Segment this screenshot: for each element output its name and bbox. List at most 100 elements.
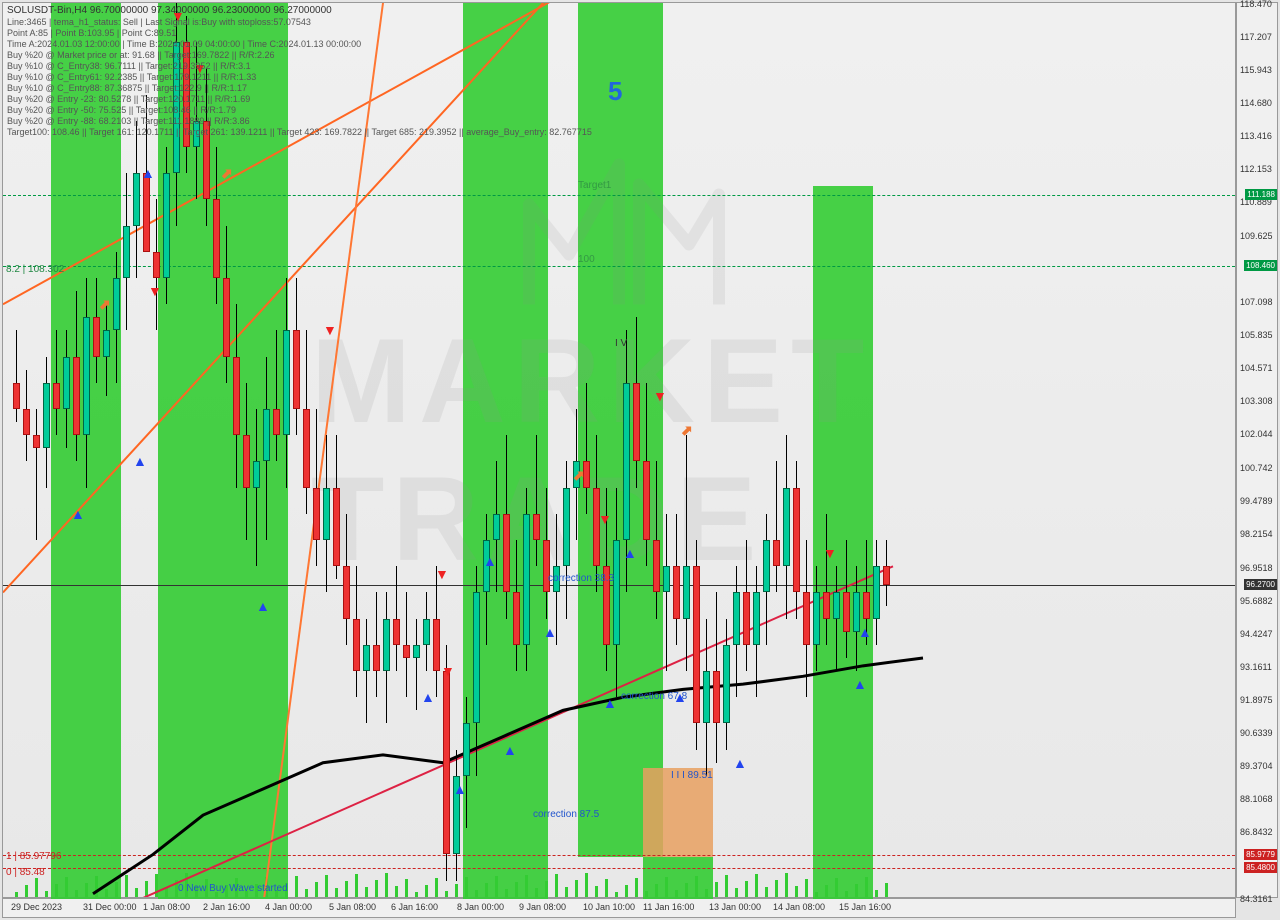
y-tick: 91.8975 xyxy=(1240,695,1273,705)
info-line: Time A:2024.01.03 12:00:00 | Time B:2024… xyxy=(7,39,361,49)
chart-annotation: correction 67.8 xyxy=(621,691,687,702)
horizontal-line xyxy=(3,266,1235,267)
candle-body xyxy=(403,645,410,658)
signal-arrow-icon: ▲ xyxy=(603,695,617,711)
chart-area[interactable]: MARKET TRADE ▲⬈▲▲▼▼▼⬈▲▼▲▼▼▲▲▲▲⬈▼▲▲▼⬈▲▲▼▲… xyxy=(2,2,1236,898)
x-tick: 5 Jan 08:00 xyxy=(329,902,376,912)
info-line: Buy %10 @ C_Entry61: 92.2385 || Target:1… xyxy=(7,72,256,82)
candle-body xyxy=(153,252,160,278)
volume-bar xyxy=(675,890,678,897)
y-tick: 95.6882 xyxy=(1240,596,1273,606)
y-tick: 89.3704 xyxy=(1240,761,1273,771)
candle-body xyxy=(743,592,750,644)
signal-arrow-icon: ▲ xyxy=(543,624,557,640)
volume-bar xyxy=(785,873,788,897)
candle-wick xyxy=(666,514,667,671)
x-tick: 1 Jan 08:00 xyxy=(143,902,190,912)
signal-arrow-icon: ▲ xyxy=(71,506,85,522)
volume-bar xyxy=(145,881,148,897)
price-badge: 85.4800 xyxy=(1244,862,1277,873)
volume-bar xyxy=(115,882,118,897)
candle-body xyxy=(803,592,810,644)
candle-body xyxy=(473,592,480,723)
volume-bar xyxy=(535,888,538,897)
candle-body xyxy=(703,671,710,723)
chart-annotation: I V xyxy=(615,338,627,349)
candle-body xyxy=(253,461,260,487)
y-tick: 100.742 xyxy=(1240,463,1273,473)
volume-bar xyxy=(355,874,358,897)
volume-bar xyxy=(875,890,878,897)
volume-bar xyxy=(705,889,708,897)
candle-body xyxy=(873,566,880,618)
volume-bar xyxy=(625,885,628,897)
signal-arrow-icon: ▲ xyxy=(421,689,435,705)
y-tick: 86.8432 xyxy=(1240,827,1273,837)
candle-body xyxy=(13,383,20,409)
x-tick: 11 Jan 16:00 xyxy=(643,902,694,912)
signal-arrow-icon: ▼ xyxy=(148,283,162,299)
volume-bar xyxy=(575,880,578,897)
candle-body xyxy=(143,173,150,252)
x-tick: 6 Jan 16:00 xyxy=(391,902,438,912)
candle-body xyxy=(353,619,360,671)
x-tick: 10 Jan 10:00 xyxy=(583,902,635,912)
candle-wick xyxy=(366,619,367,724)
y-tick: 112.153 xyxy=(1240,164,1272,174)
candle-body xyxy=(213,199,220,278)
candle-body xyxy=(363,645,370,671)
candle-body xyxy=(563,488,570,567)
signal-arrow-icon: ▲ xyxy=(453,781,467,797)
signal-arrow-icon: ▲ xyxy=(503,742,517,758)
chart-annotation: 0 New Buy Wave started xyxy=(178,883,288,894)
y-tick: 107.098 xyxy=(1240,297,1273,307)
y-tick: 90.6339 xyxy=(1240,728,1273,738)
volume-bar xyxy=(685,883,688,897)
signal-arrow-icon: ▲ xyxy=(733,755,747,771)
volume-bar xyxy=(795,886,798,897)
x-tick: 9 Jan 08:00 xyxy=(519,902,566,912)
x-axis: 29 Dec 202331 Dec 00:001 Jan 08:002 Jan … xyxy=(2,898,1236,918)
candle-body xyxy=(383,619,390,671)
candle-body xyxy=(493,514,500,540)
volume-bar xyxy=(475,890,478,897)
volume-bar xyxy=(105,889,108,897)
volume-bar xyxy=(75,890,78,897)
green-zone xyxy=(813,186,873,899)
info-line: Buy %20 @ Market price or at: 91.68 || T… xyxy=(7,50,274,60)
volume-bar xyxy=(735,888,738,897)
signal-arrow-icon: ▲ xyxy=(853,676,867,692)
volume-bar xyxy=(495,876,498,897)
chart-annotation: correction 87.5 xyxy=(533,809,599,820)
chart-title: SOLUSDT-Bin,H4 96.70000000 97.34000000 9… xyxy=(7,5,332,16)
horizontal-line xyxy=(3,195,1235,196)
volume-bar xyxy=(165,887,168,897)
price-badge: 85.9779 xyxy=(1244,849,1277,860)
volume-bar xyxy=(455,884,458,897)
volume-bar xyxy=(415,892,418,897)
y-tick: 88.1068 xyxy=(1240,794,1273,804)
info-line: Target100: 108.46 || Target 161: 120.171… xyxy=(7,127,592,137)
candle-body xyxy=(523,514,530,645)
horizontal-line xyxy=(3,855,1235,856)
volume-bar xyxy=(815,892,818,897)
volume-bar xyxy=(715,882,718,897)
chart-annotation: 5 xyxy=(608,76,622,107)
chart-annotation: I I I 89.51 xyxy=(671,770,713,781)
candle-body xyxy=(33,435,40,448)
candle-body xyxy=(313,488,320,540)
candle-body xyxy=(793,488,800,593)
candle-body xyxy=(643,461,650,540)
candle-body xyxy=(283,330,290,435)
volume-bar xyxy=(745,881,748,897)
signal-arrow-icon: ▼ xyxy=(823,545,837,561)
info-line: Buy %10 @ C_Entry38: 96.7111 || Target:2… xyxy=(7,61,251,71)
volume-bar xyxy=(135,888,138,897)
y-tick: 105.835 xyxy=(1240,330,1273,340)
volume-bar xyxy=(305,889,308,897)
volume-bar xyxy=(595,886,598,897)
candle-body xyxy=(693,566,700,723)
signal-arrow-icon: ⬈ xyxy=(221,165,233,182)
candle-body xyxy=(653,540,660,592)
candle-wick xyxy=(276,330,277,461)
